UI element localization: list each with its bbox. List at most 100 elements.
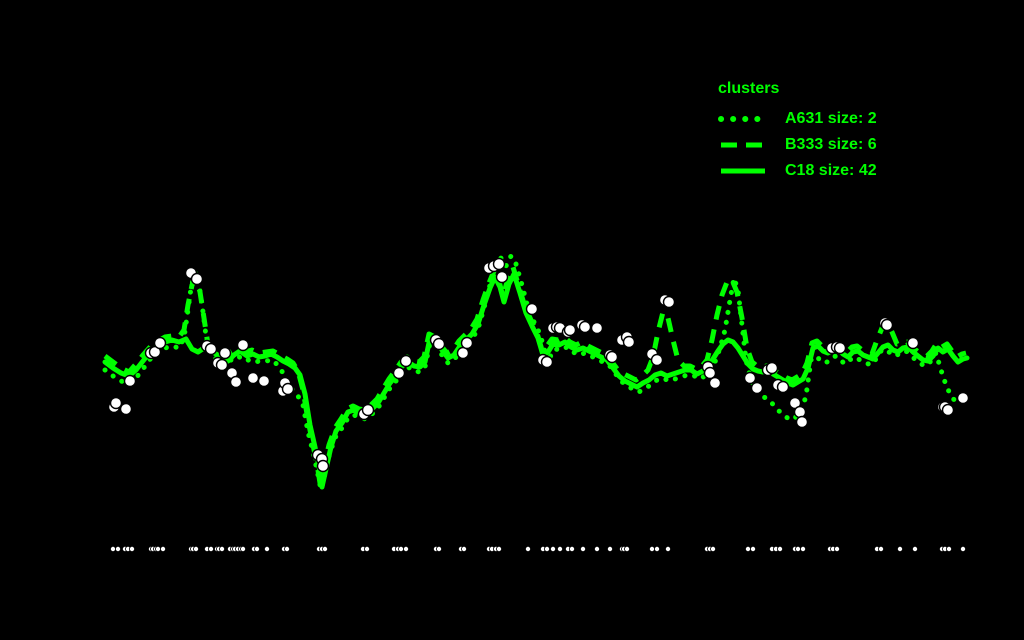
data-point-marker xyxy=(765,361,779,375)
data-point-marker xyxy=(204,342,218,356)
data-point-marker xyxy=(119,402,133,416)
data-point-marker xyxy=(590,321,604,335)
data-point-marker xyxy=(392,366,406,380)
rug-dot xyxy=(569,546,576,553)
legend-title: clusters xyxy=(718,80,780,97)
rug-dot xyxy=(960,546,967,553)
data-point-marker xyxy=(432,337,446,351)
data-point-marker xyxy=(833,341,847,355)
data-point-marker xyxy=(123,374,137,388)
data-point-marker xyxy=(525,302,539,316)
data-point-marker xyxy=(650,353,664,367)
rug-dot xyxy=(402,546,409,553)
rug-dot xyxy=(128,546,135,553)
data-point-marker xyxy=(218,346,232,360)
rug-dot xyxy=(878,546,885,553)
rug-dot xyxy=(239,546,246,553)
data-point-marker xyxy=(215,358,229,372)
rug-dot xyxy=(115,546,122,553)
data-point-marker xyxy=(229,375,243,389)
legend-item-label: A631 size: 2 xyxy=(785,110,877,127)
data-point-marker xyxy=(795,415,809,429)
rug-dot xyxy=(665,546,672,553)
rug-dot xyxy=(159,546,166,553)
rug-dot xyxy=(557,546,564,553)
data-point-marker xyxy=(906,336,920,350)
legend-item-B333: B333 size: 6 xyxy=(718,132,877,158)
rug-dot xyxy=(550,546,557,553)
rug-dot xyxy=(363,546,370,553)
data-point-marker xyxy=(495,270,509,284)
legend-item-C18: C18 size: 42 xyxy=(718,158,877,184)
rug-dot xyxy=(912,546,919,553)
data-point-marker xyxy=(109,396,123,410)
legend-swatch-dashed-icon xyxy=(721,142,765,148)
legend-item-label: B333 size: 6 xyxy=(785,136,877,153)
rug-dot xyxy=(654,546,661,553)
rug-dot xyxy=(594,546,601,553)
data-point-marker xyxy=(578,320,592,334)
rug-dot xyxy=(800,546,807,553)
rug-dot xyxy=(495,546,502,553)
rug-dot xyxy=(263,546,270,553)
legend: clusters A631 size: 2 B333 size: 6 C18 siz… xyxy=(718,80,877,184)
rug-dot xyxy=(321,546,328,553)
legend-swatch-dotted-icon xyxy=(718,116,768,122)
data-point-marker xyxy=(492,257,506,271)
data-point-marker xyxy=(708,376,722,390)
scatter-points-group xyxy=(107,257,970,473)
data-point-marker xyxy=(246,371,260,385)
rug-dot xyxy=(750,546,757,553)
data-point-marker xyxy=(941,403,955,417)
rug-dot xyxy=(946,546,953,553)
data-point-marker xyxy=(316,459,330,473)
legend-items: A631 size: 2 B333 size: 6 C18 size: 42 xyxy=(718,106,877,184)
data-point-marker xyxy=(662,295,676,309)
rug-dot xyxy=(192,546,199,553)
rug-dot xyxy=(544,546,551,553)
data-point-marker xyxy=(460,336,474,350)
rug-dot xyxy=(525,546,532,553)
data-point-marker xyxy=(236,338,250,352)
data-point-marker xyxy=(281,382,295,396)
rug-dot xyxy=(624,546,631,553)
rug-group xyxy=(110,546,967,553)
rug-dot xyxy=(154,546,161,553)
data-point-marker xyxy=(880,318,894,332)
rug-dot xyxy=(218,546,225,553)
data-point-marker xyxy=(743,371,757,385)
data-point-marker xyxy=(793,405,807,419)
rug-dot xyxy=(607,546,614,553)
rug-dot xyxy=(834,546,841,553)
data-point-marker xyxy=(190,272,204,286)
data-point-marker xyxy=(399,354,413,368)
data-point-marker xyxy=(622,335,636,349)
data-point-marker xyxy=(563,323,577,337)
rug-dot xyxy=(397,546,404,553)
legend-swatch-solid-icon xyxy=(721,168,765,174)
data-point-marker xyxy=(956,391,970,405)
rug-dot xyxy=(649,546,656,553)
data-point-marker xyxy=(750,381,764,395)
rug-dot xyxy=(580,546,587,553)
rug-dot xyxy=(253,546,260,553)
rug-dot xyxy=(710,546,717,553)
data-point-marker xyxy=(776,380,790,394)
rug-dot xyxy=(435,546,442,553)
rug-dot xyxy=(283,546,290,553)
rug-dot xyxy=(897,546,904,553)
data-point-marker xyxy=(257,374,271,388)
data-point-marker xyxy=(153,336,167,350)
rug-dot xyxy=(745,546,752,553)
legend-item-A631: A631 size: 2 xyxy=(718,106,877,132)
data-point-marker xyxy=(361,403,375,417)
rug-dot xyxy=(777,546,784,553)
rug-dot xyxy=(110,546,117,553)
data-point-marker xyxy=(605,350,619,364)
rug-dot xyxy=(207,546,214,553)
rug-dot xyxy=(795,546,802,553)
data-point-marker xyxy=(540,355,554,369)
